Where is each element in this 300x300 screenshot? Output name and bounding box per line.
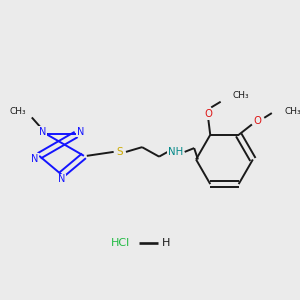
Text: S: S bbox=[116, 147, 123, 157]
Text: H: H bbox=[162, 238, 170, 248]
Text: CH₃: CH₃ bbox=[233, 91, 250, 100]
Text: NH: NH bbox=[168, 147, 183, 157]
Text: N: N bbox=[58, 174, 65, 184]
Text: N: N bbox=[31, 154, 38, 164]
Text: CH₃: CH₃ bbox=[10, 107, 26, 116]
Text: HCl: HCl bbox=[111, 238, 130, 248]
Text: N: N bbox=[77, 127, 85, 136]
Text: O: O bbox=[254, 116, 262, 126]
Text: N: N bbox=[38, 127, 46, 136]
Text: O: O bbox=[204, 109, 212, 119]
Text: CH₃: CH₃ bbox=[284, 107, 300, 116]
